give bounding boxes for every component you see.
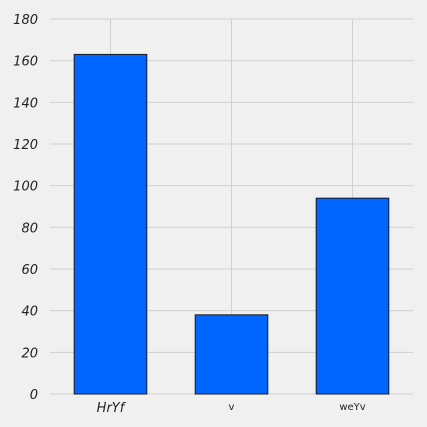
- y-tick-label: 40: [21, 305, 38, 320]
- y-tick-label: 0: [30, 388, 38, 403]
- x-tick-label: HrYf: [97, 401, 127, 416]
- y-tick-label: 100: [13, 180, 38, 195]
- y-tick-label: 180: [13, 13, 38, 28]
- bar-weYv: [315, 197, 390, 395]
- y-tick-label: 160: [13, 55, 38, 70]
- y-tick-label: 20: [21, 346, 38, 361]
- x-tick-label: v: [229, 402, 235, 413]
- y-tick-label: 60: [21, 263, 38, 278]
- bar-HrYf: [73, 53, 148, 395]
- x-tick-label: weYv: [339, 402, 365, 413]
- bar-v: [194, 314, 269, 395]
- y-tick-label: 120: [13, 138, 38, 153]
- y-axis-ticks: 0 20 40 60 80 100 120 140 160 180: [13, 13, 38, 403]
- x-axis-ticks: HrYf v weYv: [97, 401, 366, 416]
- y-tick-label: 80: [21, 221, 38, 236]
- bars: [73, 53, 390, 395]
- y-tick-label: 140: [13, 96, 38, 111]
